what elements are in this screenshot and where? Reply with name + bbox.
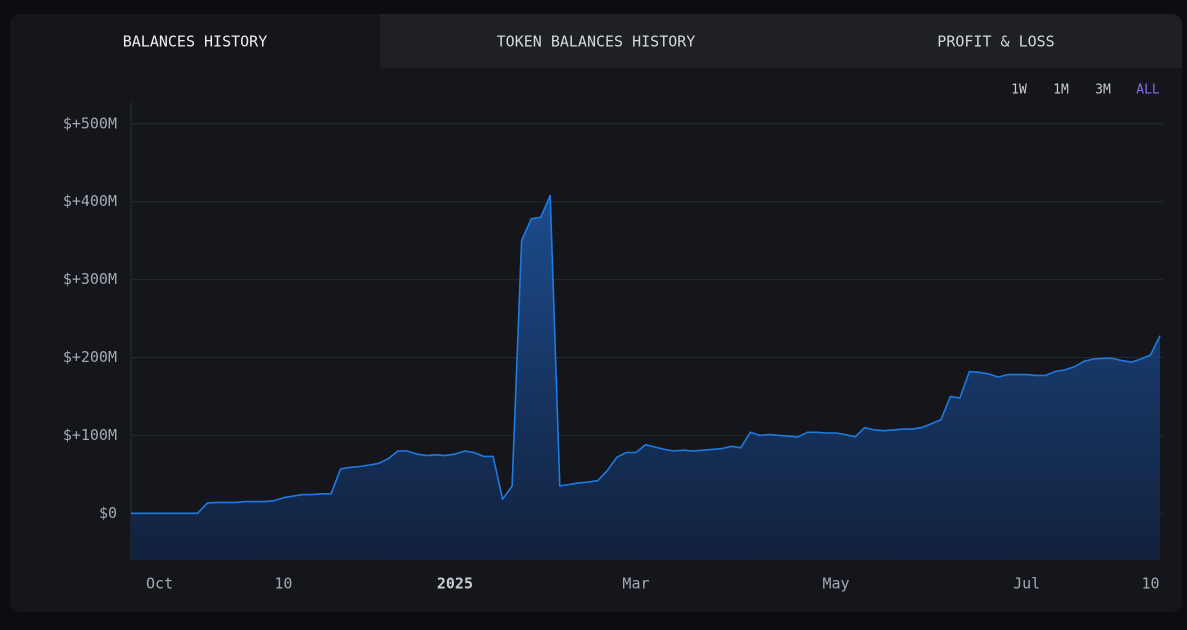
y-tick-label: $0 [99, 504, 117, 522]
y-tick-label: $+100M [63, 426, 117, 444]
tab[interactable]: BALANCES HISTORY [123, 33, 268, 51]
y-tick-label: $+200M [63, 348, 117, 366]
x-tick-label: Mar [622, 575, 649, 593]
x-tick-label: 10 [1141, 575, 1159, 593]
line [131, 194, 1161, 515]
x-tick-label: May [823, 575, 850, 593]
y-tick-label: $+400M [63, 192, 117, 210]
tab[interactable]: PROFIT & LOSS [937, 33, 1054, 51]
range-button[interactable]: 3M [1095, 83, 1111, 98]
tab-bar [380, 14, 1182, 68]
range-button[interactable]: 1M [1053, 83, 1069, 98]
x-tick-label: Jul [1013, 575, 1040, 593]
area [131, 195, 1160, 560]
tab[interactable]: TOKEN BALANCES HISTORY [497, 33, 696, 51]
range-button[interactable]: 1W [1011, 83, 1027, 98]
x-tick-label: Oct [146, 575, 173, 593]
x-tick-label: 10 [274, 575, 292, 593]
range-button[interactable]: ALL [1136, 83, 1160, 98]
x-tick-label: 2025 [437, 575, 473, 593]
y-tick-label: $+300M [63, 270, 117, 288]
y-tick-label: $+500M [63, 114, 117, 132]
